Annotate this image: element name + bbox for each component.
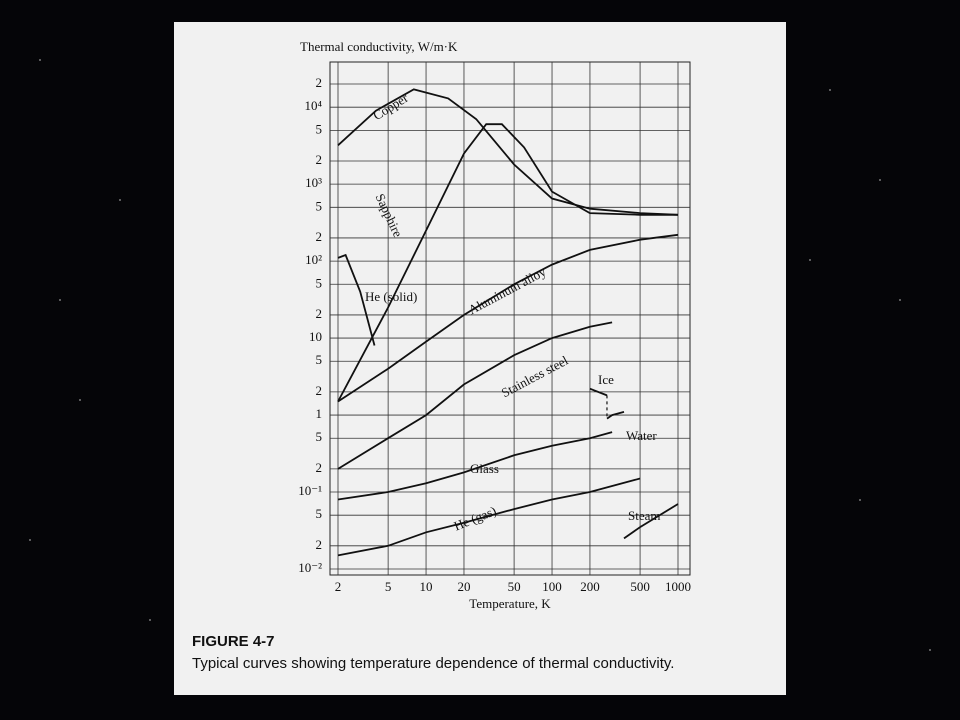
x-axis-title: Temperature, K bbox=[469, 596, 551, 611]
curve-label: Water bbox=[626, 428, 657, 443]
x-tick-label: 5 bbox=[385, 579, 392, 594]
curve-label: He (solid) bbox=[365, 289, 417, 304]
y-tick-label: 5 bbox=[316, 275, 323, 290]
y-tick-label: 2 bbox=[316, 229, 323, 244]
x-tick-label: 10 bbox=[420, 579, 433, 594]
y-tick-label: 10³ bbox=[305, 175, 322, 190]
x-tick-label: 100 bbox=[542, 579, 562, 594]
y-tick-label: 10² bbox=[305, 252, 322, 267]
x-tick-label: 50 bbox=[508, 579, 521, 594]
y-tick-label: 5 bbox=[316, 506, 323, 521]
y-tick-label: 2 bbox=[316, 537, 323, 552]
x-tick-label: 200 bbox=[580, 579, 600, 594]
y-tick-label: 10 bbox=[309, 329, 322, 344]
y-tick-label: 5 bbox=[316, 429, 323, 444]
curve bbox=[589, 387, 608, 397]
curve bbox=[337, 233, 679, 403]
curve bbox=[337, 88, 679, 216]
y-tick-label: 10⁴ bbox=[304, 98, 322, 113]
figure-label: FIGURE 4-7 bbox=[192, 633, 275, 650]
y-tick-label: 2 bbox=[316, 75, 323, 90]
curve bbox=[337, 431, 613, 501]
curve bbox=[606, 411, 625, 420]
x-tick-label: 2 bbox=[335, 579, 342, 594]
plot-frame bbox=[329, 61, 691, 576]
curve bbox=[337, 321, 613, 470]
y-tick-label: 5 bbox=[316, 352, 323, 367]
y-tick-label: 5 bbox=[316, 121, 323, 136]
curve bbox=[337, 477, 641, 557]
y-tick-label: 10⁻² bbox=[298, 560, 322, 575]
y-axis-title: Thermal conductivity, W/m·K bbox=[300, 39, 458, 54]
x-tick-label: 20 bbox=[457, 579, 470, 594]
curve-label: Ice bbox=[598, 372, 614, 387]
y-tick-label: 2 bbox=[316, 306, 323, 321]
curve bbox=[337, 253, 376, 346]
curve bbox=[337, 123, 678, 402]
caption: Typical curves showing temperature depen… bbox=[192, 655, 674, 672]
stars bbox=[29, 59, 931, 651]
y-tick-label: 2 bbox=[316, 152, 323, 167]
y-tick-label: 2 bbox=[316, 383, 323, 398]
y-tick-label: 5 bbox=[316, 198, 323, 213]
y-tick-label: 10⁻¹ bbox=[298, 483, 322, 498]
book-page bbox=[174, 22, 786, 695]
x-tick-label: 1000 bbox=[665, 579, 691, 594]
y-tick-label: 1 bbox=[316, 406, 323, 421]
y-tick-label: 2 bbox=[316, 460, 323, 475]
curve-label: Glass bbox=[470, 461, 499, 476]
curve-label: Steam bbox=[628, 508, 661, 523]
x-tick-label: 500 bbox=[630, 579, 650, 594]
curve bbox=[623, 503, 679, 540]
